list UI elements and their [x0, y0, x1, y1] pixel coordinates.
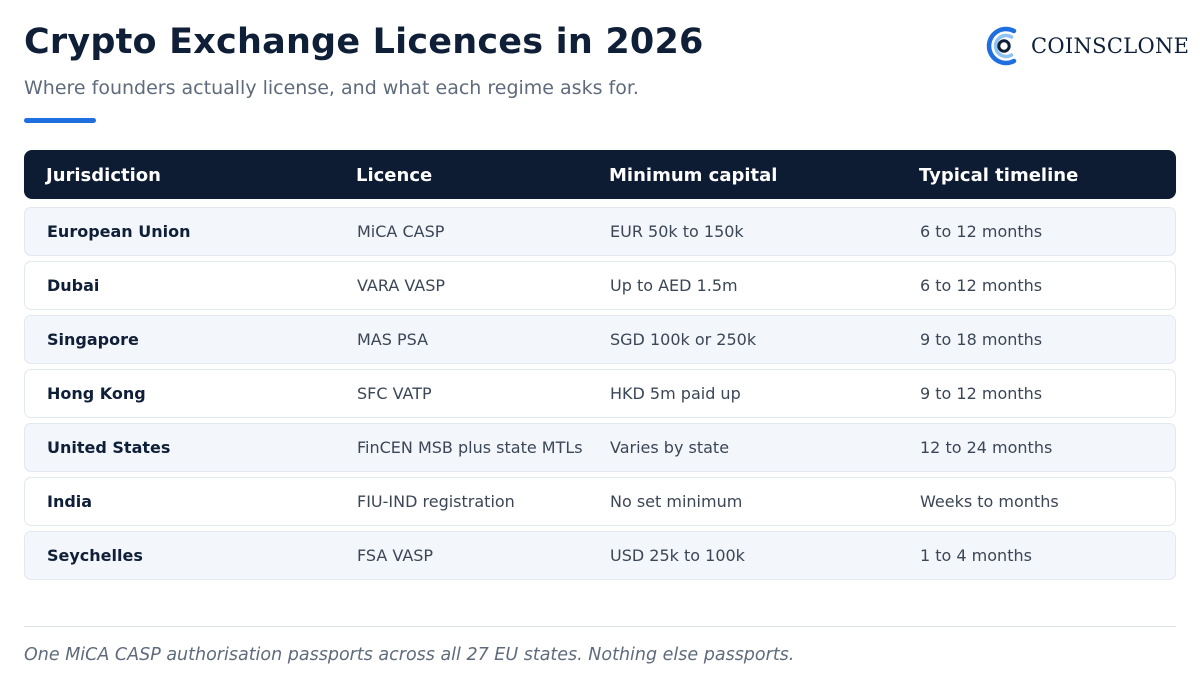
column-header-jurisdiction: Jurisdiction — [46, 165, 161, 186]
table-row: United States FinCEN MSB plus state MTLs… — [24, 423, 1176, 472]
timeline-cell: 6 to 12 months — [920, 276, 1043, 295]
licence-table: Jurisdiction Licence Minimum capital Typ… — [24, 150, 1176, 580]
jurisdiction-cell: Hong Kong — [47, 384, 146, 403]
jurisdiction-cell: European Union — [47, 222, 191, 241]
timeline-cell: 12 to 24 months — [920, 438, 1053, 457]
capital-cell: Up to AED 1.5m — [610, 276, 738, 295]
licence-cell: SFC VATP — [357, 384, 432, 403]
jurisdiction-cell: Seychelles — [47, 546, 143, 565]
capital-cell: No set minimum — [610, 492, 743, 511]
page-subtitle: Where founders actually license, and wha… — [24, 77, 639, 99]
jurisdiction-cell: Dubai — [47, 276, 100, 295]
capital-cell: SGD 100k or 250k — [610, 330, 757, 349]
brand-name: COINSCLONE — [1031, 34, 1190, 58]
capital-cell: EUR 50k to 150k — [610, 222, 744, 241]
licence-cell: FIU-IND registration — [357, 492, 515, 511]
table-row: Seychelles FSA VASP USD 25k to 100k 1 to… — [24, 531, 1176, 580]
column-header-licence: Licence — [356, 165, 433, 186]
capital-cell: Varies by state — [610, 438, 730, 457]
timeline-cell: 9 to 18 months — [920, 330, 1043, 349]
column-header-minimum-capital: Minimum capital — [609, 165, 778, 186]
footnote: One MiCA CASP authorisation passports ac… — [24, 645, 795, 665]
capital-cell: HKD 5m paid up — [610, 384, 741, 403]
coinsclone-logo-icon — [986, 26, 1017, 66]
column-header-typical-timeline: Typical timeline — [919, 165, 1079, 186]
table-row: Singapore MAS PSA SGD 100k or 250k 9 to … — [24, 315, 1176, 364]
jurisdiction-cell: India — [47, 492, 93, 511]
brand-logo: COINSCLONE — [985, 24, 1189, 68]
table-row: India FIU-IND registration No set minimu… — [24, 477, 1176, 526]
timeline-cell: 6 to 12 months — [920, 222, 1043, 241]
licence-cell: FSA VASP — [357, 546, 434, 565]
footer-divider — [24, 626, 1176, 627]
licence-cell: FinCEN MSB plus state MTLs — [357, 438, 583, 457]
licence-cell: MAS PSA — [357, 330, 429, 349]
capital-cell: USD 25k to 100k — [610, 546, 745, 565]
jurisdiction-cell: Singapore — [47, 330, 139, 349]
jurisdiction-cell: United States — [47, 438, 171, 457]
timeline-cell: Weeks to months — [920, 492, 1059, 511]
table-row: European Union MiCA CASP EUR 50k to 150k… — [24, 207, 1176, 256]
licence-cell: VARA VASP — [357, 276, 446, 295]
timeline-cell: 1 to 4 months — [920, 546, 1032, 565]
table-row: Hong Kong SFC VATP HKD 5m paid up 9 to 1… — [24, 369, 1176, 418]
table-row: Dubai VARA VASP Up to AED 1.5m 6 to 12 m… — [24, 261, 1176, 310]
timeline-cell: 9 to 12 months — [920, 384, 1043, 403]
table-header: Jurisdiction Licence Minimum capital Typ… — [24, 150, 1176, 199]
page-title: Crypto Exchange Licences in 2026 — [24, 22, 704, 62]
licence-cell: MiCA CASP — [357, 222, 445, 241]
title-accent-bar — [24, 118, 96, 123]
